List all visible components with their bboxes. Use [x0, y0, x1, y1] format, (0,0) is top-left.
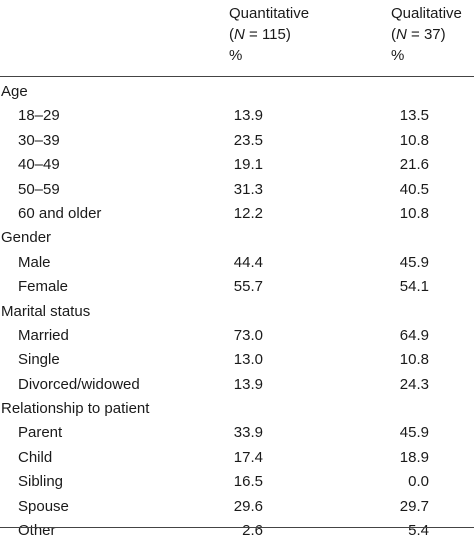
quantitative-value: 33.9 [233, 424, 263, 442]
qualitative-value: 0.0 [408, 473, 429, 491]
category-row: Marital status [0, 300, 474, 324]
column-title: Qualitative [391, 5, 462, 22]
row-label: Female [18, 278, 69, 296]
table-row: Parent 33.9 45.9 [0, 421, 474, 445]
category-row: Age [0, 80, 474, 104]
quantitative-value: 17.4 [233, 448, 263, 466]
quantitative-value: 12.2 [233, 204, 263, 222]
table-row: Married 73.0 64.9 [0, 324, 474, 348]
table-row: 30–39 23.5 10.8 [0, 129, 474, 153]
row-label: Sibling [18, 473, 64, 491]
column-unit: % [391, 47, 405, 64]
column-header-qualitative: Qualitative (N = 37) % [391, 3, 462, 66]
qualitative-value: 24.3 [399, 375, 429, 393]
row-label: 60 and older [18, 204, 102, 222]
quantitative-value: 2.6 [242, 522, 263, 540]
table-row: Other 2.6 5.4 [0, 519, 474, 543]
table-row: Sibling 16.5 0.0 [0, 470, 474, 494]
row-label: Child [18, 448, 53, 466]
category-row: Gender [0, 226, 474, 250]
table-row: Spouse 29.6 29.7 [0, 495, 474, 519]
bottom-rule [0, 527, 474, 528]
quantitative-value: 29.6 [233, 497, 263, 515]
qualitative-value: 10.8 [399, 131, 429, 149]
table-row: Divorced/widowed 13.9 24.3 [0, 373, 474, 397]
row-label: 18–29 [18, 107, 60, 125]
category-label: Gender [1, 229, 52, 247]
category-label: Relationship to patient [1, 400, 150, 418]
qualitative-value: 21.6 [399, 156, 429, 174]
table-row: 18–29 13.9 13.5 [0, 104, 474, 128]
table-row: 60 and older 12.2 10.8 [0, 202, 474, 226]
quantitative-value: 16.5 [233, 473, 263, 491]
quantitative-value: 13.9 [233, 107, 263, 125]
column-title: Quantitative [229, 5, 310, 22]
table-row: 50–59 31.3 40.5 [0, 178, 474, 202]
row-label: Married [18, 326, 69, 344]
qualitative-value: 10.8 [399, 351, 429, 369]
table-row: 40–49 19.1 21.6 [0, 153, 474, 177]
qualitative-value: 64.9 [399, 326, 429, 344]
category-label: Marital status [1, 302, 91, 320]
qualitative-value: 29.7 [399, 497, 429, 515]
table-row: Female 55.7 54.1 [0, 275, 474, 299]
quantitative-value: 13.9 [233, 375, 263, 393]
row-label: Divorced/widowed [18, 375, 140, 393]
qualitative-value: 54.1 [399, 278, 429, 296]
table-body: Age 18–29 13.9 13.5 30–39 23.5 10.8 40–49 19.1 21… [0, 80, 474, 543]
table-header: Quantitative (N = 115) % Qualitative (N … [0, 0, 474, 76]
row-label: Parent [18, 424, 63, 442]
table-row: Male 44.4 45.9 [0, 251, 474, 275]
quantitative-value: 73.0 [233, 326, 263, 344]
qualitative-value: 40.5 [399, 180, 429, 198]
quantitative-value: 31.3 [233, 180, 263, 198]
header-rule [0, 76, 474, 77]
category-row: Relationship to patient [0, 397, 474, 421]
category-label: Age [1, 83, 28, 100]
column-sample-size: (N = 37) [391, 26, 446, 43]
qualitative-value: 13.5 [399, 107, 429, 125]
table-row: Single 13.0 10.8 [0, 348, 474, 372]
quantitative-value: 19.1 [233, 156, 263, 174]
row-label: Single [18, 351, 60, 369]
qualitative-value: 5.4 [408, 522, 429, 540]
quantitative-value: 55.7 [233, 278, 263, 296]
quantitative-value: 13.0 [233, 351, 263, 369]
row-label: Other [18, 522, 56, 540]
row-label: 30–39 [18, 131, 60, 149]
qualitative-value: 18.9 [399, 448, 429, 466]
row-label: Male [18, 253, 51, 271]
row-label: 50–59 [18, 180, 60, 198]
qualitative-value: 45.9 [399, 424, 429, 442]
row-label: 40–49 [18, 156, 60, 174]
column-unit: % [229, 47, 243, 64]
quantitative-value: 23.5 [233, 131, 263, 149]
column-sample-size: (N = 115) [229, 26, 291, 43]
column-header-quantitative: Quantitative (N = 115) % [229, 3, 309, 66]
row-label: Spouse [18, 497, 69, 515]
table-row: Child 17.4 18.9 [0, 446, 474, 470]
qualitative-value: 10.8 [399, 204, 429, 222]
quantitative-value: 44.4 [233, 253, 263, 271]
qualitative-value: 45.9 [399, 253, 429, 271]
